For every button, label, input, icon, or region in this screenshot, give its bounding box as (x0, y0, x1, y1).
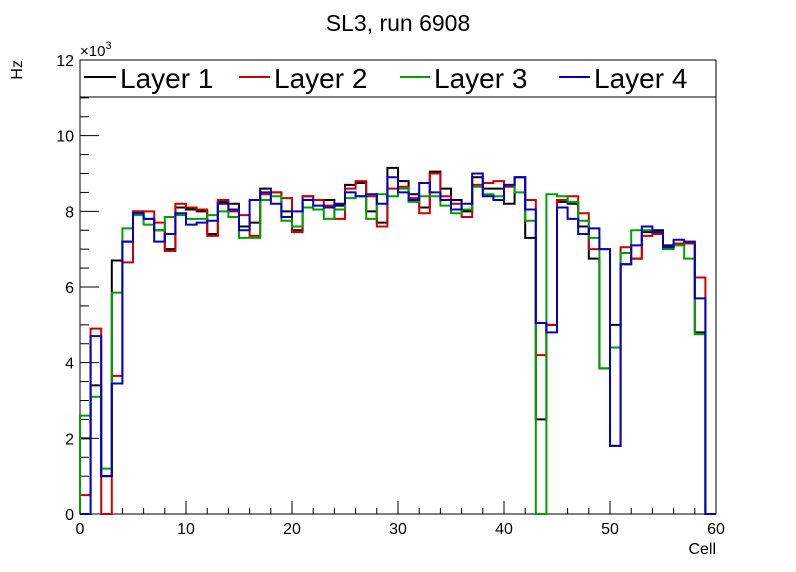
x-tick-label-60: 60 (707, 521, 725, 538)
series-line-layer-4 (80, 172, 716, 515)
legend: Layer 1 Layer 2 Layer 3 Layer 4 (79, 59, 717, 98)
legend-entry-layer-2: Layer 2 (239, 63, 367, 94)
x-tick-label-10: 10 (177, 521, 195, 538)
legend-entry-layer-3: Layer 3 (400, 63, 527, 94)
x-tick-label-20: 20 (283, 521, 301, 538)
y-tick-label-0: 0 (65, 507, 74, 524)
x-tick-label-50: 50 (601, 521, 619, 538)
x-tick-label-40: 40 (495, 521, 513, 538)
legend-label-layer-4: Layer 4 (594, 63, 687, 94)
y-tick-label-12: 12 (56, 53, 74, 70)
y-axis-label: Hz (9, 60, 26, 80)
y-tick-label-2: 2 (65, 431, 74, 448)
legend-label-layer-2: Layer 2 (274, 63, 367, 94)
y-exponent-label: ×103 (80, 40, 112, 60)
x-tick-label-30: 30 (389, 521, 407, 538)
legend-label-layer-3: Layer 3 (434, 63, 527, 94)
x-axis-label: Cell (688, 541, 716, 558)
series-line-layer-3 (79, 183, 716, 515)
y-tick-label-6: 6 (65, 280, 74, 297)
legend-entry-layer-4: Layer 4 (559, 63, 687, 94)
legend-label-layer-1: Layer 1 (120, 63, 213, 94)
y-tick-label-10: 10 (56, 129, 74, 146)
legend-entry-layer-1: Layer 1 (84, 63, 213, 94)
series-group (79, 166, 716, 515)
y-tick-label-8: 8 (65, 204, 74, 221)
chart-title: SL3, run 6908 (326, 10, 471, 36)
y-axis-ticks: 0 2 4 6 8 10 12 (56, 53, 99, 524)
x-axis-ticks: 0 10 20 30 40 50 60 (76, 501, 725, 538)
y-exponent-base: ×10 (80, 43, 105, 60)
legend-box (79, 59, 717, 98)
x-tick-label-0: 0 (76, 521, 85, 538)
y-tick-label-4: 4 (65, 356, 74, 373)
y-exponent-power: 3 (105, 40, 111, 52)
